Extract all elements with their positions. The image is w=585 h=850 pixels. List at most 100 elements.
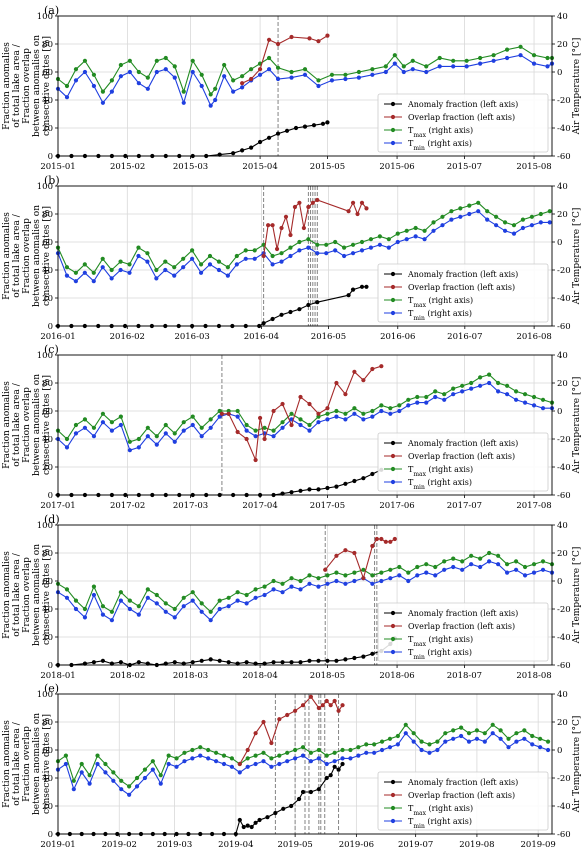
tmax-point xyxy=(370,573,375,578)
anomaly-point xyxy=(293,125,299,131)
tmax-point xyxy=(181,595,186,600)
panel-label: (a) xyxy=(44,4,59,17)
tmax-point xyxy=(127,439,132,444)
tmin-point xyxy=(95,761,100,767)
tmax-point xyxy=(451,728,456,733)
y-tick-label-left: 100 xyxy=(37,12,53,22)
tmax-point xyxy=(419,739,424,744)
tmax-point xyxy=(253,753,258,758)
legend-label: Tmin (right axis) xyxy=(408,309,472,322)
tmax-point xyxy=(372,742,377,747)
tmax-point xyxy=(329,72,335,77)
y-tick-label-right: 0 xyxy=(557,68,562,78)
y-tick-label-left: 60 xyxy=(42,746,53,756)
overlap-point xyxy=(237,761,242,767)
tmin-point xyxy=(150,767,155,772)
tmin-point xyxy=(383,69,388,75)
x-tick-label: 2019-06 xyxy=(339,840,374,850)
overlap-point xyxy=(275,41,281,47)
x-tick-label: 2015-06 xyxy=(379,162,414,172)
y-tick-label-right: 20 xyxy=(557,718,568,728)
tmax-point xyxy=(252,248,257,253)
anomaly-point xyxy=(311,123,317,128)
tmax-point xyxy=(217,408,222,414)
legend-label: Tmax (right axis) xyxy=(408,635,473,648)
y-axis-label-left: of total lake area / xyxy=(12,213,22,297)
tmin-point xyxy=(520,225,526,231)
tmax-point xyxy=(437,55,442,61)
tmin-point xyxy=(411,739,416,744)
tmax-point xyxy=(506,736,511,741)
tmax-point xyxy=(324,242,329,247)
tmax-point xyxy=(530,733,535,739)
tmax-point xyxy=(387,736,393,741)
tmin-point xyxy=(87,781,92,786)
tmax-point xyxy=(109,78,114,83)
tmax-point xyxy=(316,747,321,753)
x-tick-label: 2016-04 xyxy=(244,332,279,342)
tmax-point xyxy=(82,262,87,267)
x-tick-label: 2017-08 xyxy=(516,501,551,511)
overlap-point xyxy=(261,253,266,259)
tmax-point xyxy=(64,587,70,592)
tmax-point xyxy=(249,67,254,72)
tmin-point xyxy=(109,276,114,281)
tmax-point xyxy=(348,747,353,753)
tmin-point xyxy=(279,259,284,264)
tmax-point xyxy=(406,397,411,402)
tmax-point xyxy=(221,753,227,758)
anomaly-point xyxy=(334,484,339,489)
tmin-point xyxy=(269,764,274,769)
tmax-point xyxy=(361,411,366,416)
tmax-point xyxy=(231,78,236,83)
overlap-point xyxy=(316,705,321,711)
chart-panel-4: (d) 2018-01 2018-02 2018-03 2018-04 2018-05 20… xyxy=(2,513,582,681)
legend-label: Tmax (right axis) xyxy=(408,465,473,478)
tmin-point xyxy=(316,584,321,589)
tmax-point xyxy=(433,564,438,570)
tmin-point xyxy=(82,615,88,620)
legend-swatch-marker xyxy=(390,114,396,120)
tmin-point xyxy=(340,756,345,761)
tmax-point xyxy=(275,65,281,70)
tmin-point xyxy=(257,72,263,77)
overlap-point xyxy=(343,548,348,553)
legend-swatch-marker xyxy=(390,271,396,277)
y-axis-label-left: of total lake area / xyxy=(12,552,22,636)
tmin-point xyxy=(403,731,408,736)
tmax-point xyxy=(298,578,303,584)
tmax-point xyxy=(513,389,519,394)
tmax-point xyxy=(386,237,391,242)
tmin-point xyxy=(221,761,227,767)
overlap-point xyxy=(219,411,225,416)
tmin-point xyxy=(199,83,204,89)
tmin-point xyxy=(348,756,353,761)
anomaly-point xyxy=(346,293,351,298)
tmax-point xyxy=(377,234,382,239)
tmax-point xyxy=(208,92,213,97)
x-tick-label: 2017-07 xyxy=(447,501,482,511)
y-tick-label-left: 20 xyxy=(42,802,53,812)
overlap-point xyxy=(245,747,250,753)
tmin-point xyxy=(545,747,551,753)
tmin-point xyxy=(334,578,339,584)
tmax-point xyxy=(397,564,402,570)
tmax-point xyxy=(504,562,510,567)
tmin-point xyxy=(154,601,159,606)
tmin-point xyxy=(91,279,96,284)
overlap-point xyxy=(323,567,328,572)
tmin-point xyxy=(302,72,308,77)
tmax-point xyxy=(261,750,266,755)
overlap-point xyxy=(240,81,245,86)
tmax-point xyxy=(190,248,195,253)
tmin-point xyxy=(424,69,429,75)
x-tick-label: 2019-04 xyxy=(218,840,253,850)
x-tick-label: 2016-06 xyxy=(380,332,415,342)
x-tick-label: 2017-05 xyxy=(310,501,345,511)
panel-label: (d) xyxy=(44,513,60,526)
tmax-point xyxy=(217,598,222,603)
tmin-point xyxy=(190,69,195,75)
tmin-point xyxy=(243,256,248,261)
tmin-point xyxy=(181,100,186,105)
anomaly-point xyxy=(279,312,284,317)
